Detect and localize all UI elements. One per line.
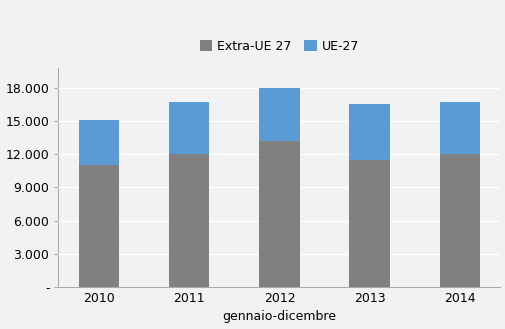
Bar — [169, 154, 209, 287]
X-axis label: gennaio-dicembre: gennaio-dicembre — [222, 311, 336, 323]
Bar — [259, 141, 299, 287]
Bar — [349, 104, 389, 160]
Bar — [439, 154, 479, 287]
Legend: Extra-UE 27, UE-27: Extra-UE 27, UE-27 — [194, 35, 364, 58]
Bar — [349, 160, 389, 287]
Bar — [439, 102, 479, 154]
Bar — [78, 165, 119, 287]
Bar — [259, 88, 299, 141]
Bar — [169, 102, 209, 154]
Bar — [78, 120, 119, 165]
